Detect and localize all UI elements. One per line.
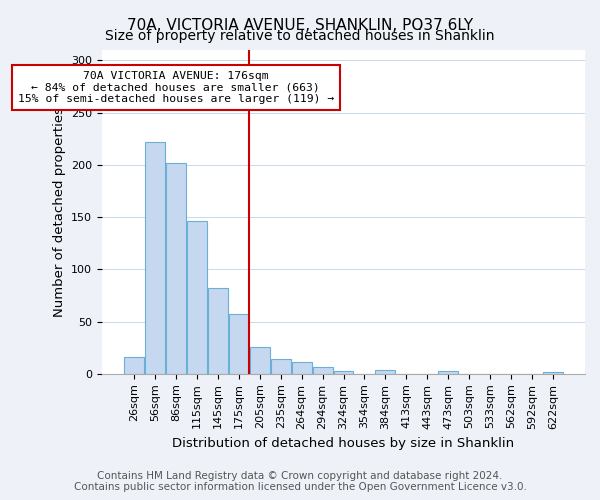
Bar [250, 346, 269, 374]
Bar [166, 163, 186, 374]
Bar [229, 314, 248, 374]
Bar [187, 222, 207, 374]
Bar [271, 359, 290, 374]
Text: 70A, VICTORIA AVENUE, SHANKLIN, PO37 6LY: 70A, VICTORIA AVENUE, SHANKLIN, PO37 6LY [127, 18, 473, 32]
Text: Contains HM Land Registry data © Crown copyright and database right 2024.
Contai: Contains HM Land Registry data © Crown c… [74, 471, 526, 492]
Bar [313, 366, 332, 374]
X-axis label: Distribution of detached houses by size in Shanklin: Distribution of detached houses by size … [172, 437, 515, 450]
Bar [543, 372, 563, 374]
Bar [208, 288, 228, 374]
Bar [292, 362, 311, 374]
Bar [439, 370, 458, 374]
Bar [145, 142, 165, 374]
Bar [124, 357, 144, 374]
Bar [376, 370, 395, 374]
Text: Size of property relative to detached houses in Shanklin: Size of property relative to detached ho… [105, 29, 495, 43]
Bar [334, 370, 353, 374]
Y-axis label: Number of detached properties: Number of detached properties [53, 107, 65, 317]
Text: 70A VICTORIA AVENUE: 176sqm
← 84% of detached houses are smaller (663)
15% of se: 70A VICTORIA AVENUE: 176sqm ← 84% of det… [18, 71, 334, 104]
